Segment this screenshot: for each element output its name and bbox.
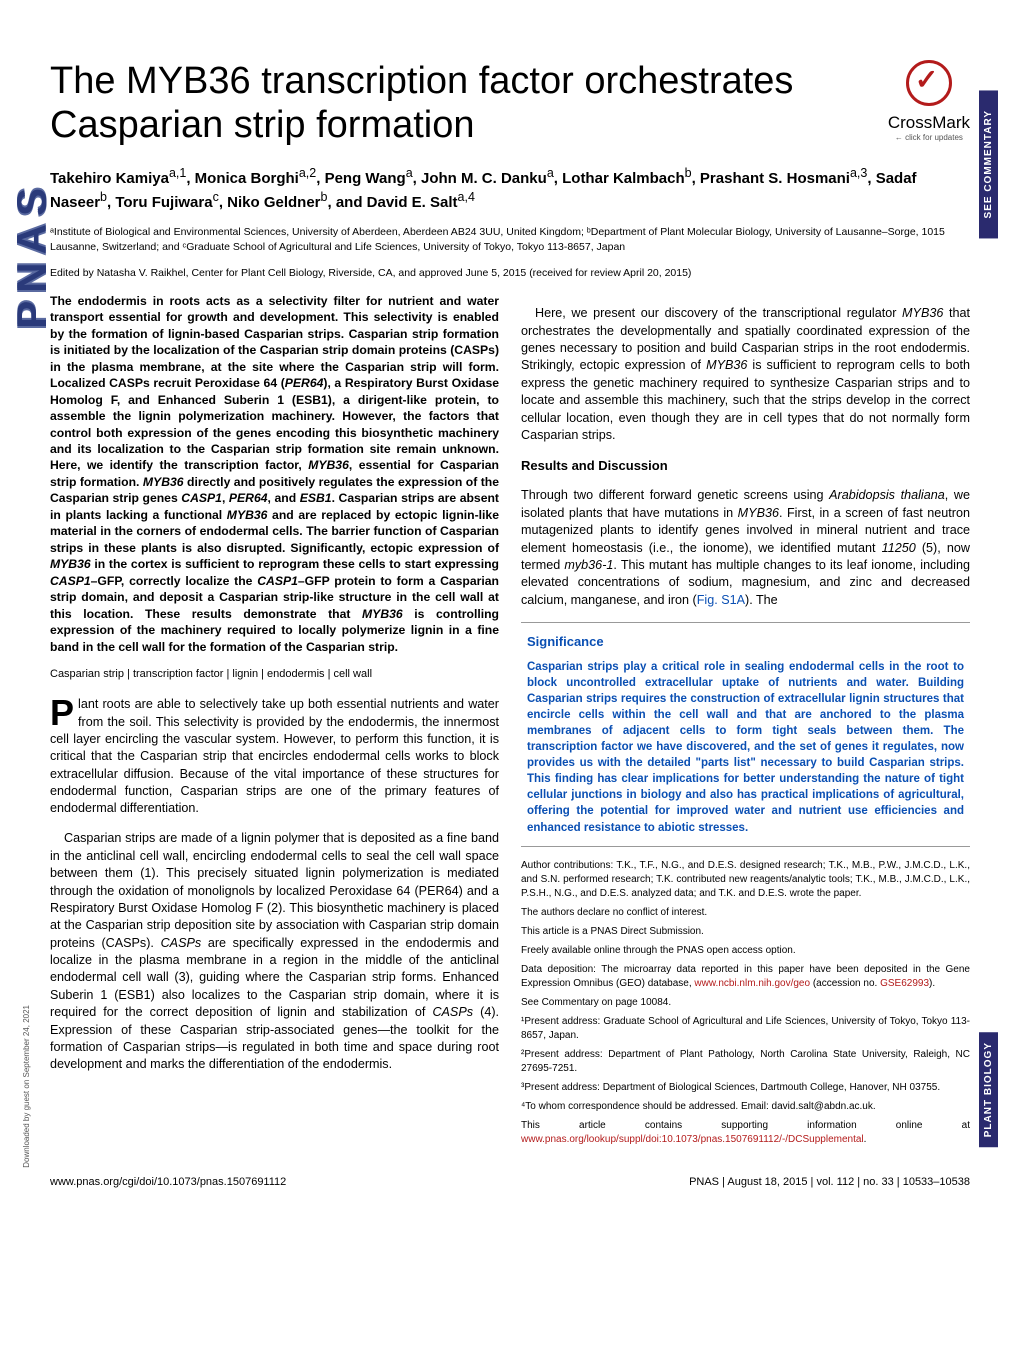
open-access: Freely available online through the PNAS… — [521, 944, 970, 958]
footer-citation: PNAS | August 18, 2015 | vol. 112 | no. … — [689, 1176, 970, 1188]
keywords-line: Casparian strip | transcription factor |… — [50, 667, 499, 682]
geo-link[interactable]: www.ncbi.nlm.nih.gov/geo — [694, 978, 810, 989]
supplemental-link[interactable]: www.pnas.org/lookup/suppl/doi:10.1073/pn… — [521, 1134, 864, 1145]
page-footer: www.pnas.org/cgi/doi/10.1073/pnas.150769… — [50, 1170, 970, 1188]
journal-logo-side: PNAS — [8, 180, 56, 329]
body-paragraph-2: Casparian strips are made of a lignin po… — [50, 830, 499, 1073]
crossmark-badge[interactable]: CrossMark ← click for updates — [888, 60, 970, 142]
two-column-body: The endodermis in roots acts as a select… — [50, 293, 970, 1152]
present-address-1: ¹Present address: Graduate School of Agr… — [521, 1015, 970, 1043]
footer-doi[interactable]: www.pnas.org/cgi/doi/10.1073/pnas.150769… — [50, 1176, 286, 1188]
conflict-statement: The authors declare no conflict of inter… — [521, 906, 970, 920]
direct-submission: This article is a PNAS Direct Submission… — [521, 925, 970, 939]
present-address-3: ³Present address: Department of Biologic… — [521, 1081, 970, 1095]
body-paragraph-1: Plant roots are able to selectively take… — [50, 696, 499, 818]
supplemental-info: This article contains supporting informa… — [521, 1119, 970, 1147]
abstract: The endodermis in roots acts as a select… — [50, 293, 499, 655]
present-address-2: ²Present address: Department of Plant Pa… — [521, 1048, 970, 1076]
results-paragraph: Through two different forward genetic sc… — [521, 487, 970, 609]
accession-link[interactable]: GSE62993 — [880, 978, 929, 989]
author-contributions: Author contributions: T.K., T.F., N.G., … — [521, 859, 970, 901]
crossmark-label: CrossMark — [888, 113, 970, 133]
article-page: PNAS SEE COMMENTARY PLANT BIOLOGY Downlo… — [50, 60, 970, 1188]
commentary-ref: See Commentary on page 10084. — [521, 996, 970, 1010]
article-title: The MYB36 transcription factor orchestra… — [50, 60, 970, 147]
edited-by-line: Edited by Natasha V. Raikhel, Center for… — [50, 267, 970, 279]
correspondence: ⁴To whom correspondence should be addres… — [521, 1100, 970, 1114]
affiliations: ᵃInstitute of Biological and Environment… — [50, 225, 970, 254]
right-column: Here, we present our discovery of the tr… — [521, 293, 970, 1152]
left-column: The endodermis in roots acts as a select… — [50, 293, 499, 1152]
figure-link[interactable]: Fig. S1A — [697, 593, 745, 607]
results-heading: Results and Discussion — [521, 457, 970, 475]
crossmark-sublabel: ← click for updates — [888, 133, 970, 142]
download-note: Downloaded by guest on September 24, 202… — [22, 1005, 31, 1168]
significance-body: Casparian strips play a critical role in… — [527, 659, 964, 836]
author-line: Takehiro Kamiyaa,1, Monica Borghia,2, Pe… — [50, 165, 970, 213]
intro-paragraph: Here, we present our discovery of the tr… — [521, 305, 970, 444]
significance-box: Significance Casparian strips play a cri… — [521, 622, 970, 847]
significance-title: Significance — [527, 633, 964, 651]
section-tab: PLANT BIOLOGY — [979, 1032, 998, 1147]
commentary-tab: SEE COMMENTARY — [979, 90, 998, 238]
crossmark-icon — [906, 60, 952, 106]
data-deposition: Data deposition: The microarray data rep… — [521, 963, 970, 991]
